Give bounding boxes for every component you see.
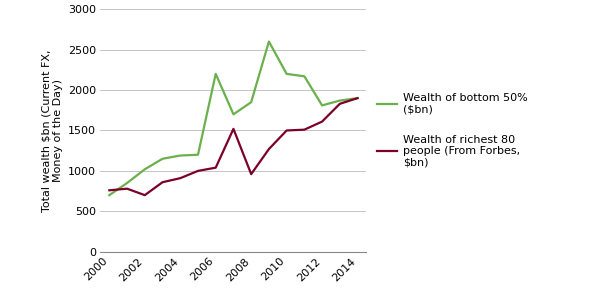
Wealth of richest 80
people (From Forbes,
$bn) [141, 193, 148, 197]
Wealth of bottom 50%
($bn) [265, 40, 272, 43]
Wealth of richest 80
people (From Forbes,
$bn) [336, 102, 343, 106]
Wealth of bottom 50%
($bn) [336, 99, 343, 103]
Wealth of richest 80
people (From Forbes,
$bn) [230, 127, 237, 131]
Wealth of richest 80
people (From Forbes,
$bn) [248, 172, 255, 176]
Wealth of bottom 50%
($bn) [212, 72, 219, 76]
Wealth of bottom 50%
($bn) [194, 153, 202, 157]
Y-axis label: Total wealth $bn (Current FX,
Money of the Day): Total wealth $bn (Current FX, Money of t… [41, 49, 63, 212]
Wealth of richest 80
people (From Forbes,
$bn) [159, 181, 166, 184]
Line: Wealth of richest 80
people (From Forbes,
$bn): Wealth of richest 80 people (From Forbes… [109, 98, 358, 195]
Wealth of richest 80
people (From Forbes,
$bn) [265, 147, 272, 151]
Wealth of bottom 50%
($bn) [106, 193, 113, 197]
Wealth of bottom 50%
($bn) [141, 167, 148, 171]
Wealth of bottom 50%
($bn) [177, 154, 184, 157]
Wealth of bottom 50%
($bn) [283, 72, 290, 76]
Wealth of richest 80
people (From Forbes,
$bn) [283, 129, 290, 132]
Line: Wealth of bottom 50%
($bn): Wealth of bottom 50% ($bn) [109, 41, 358, 195]
Wealth of richest 80
people (From Forbes,
$bn) [354, 96, 361, 100]
Wealth of richest 80
people (From Forbes,
$bn) [177, 176, 184, 180]
Wealth of bottom 50%
($bn) [301, 75, 308, 78]
Wealth of bottom 50%
($bn) [230, 112, 237, 116]
Wealth of bottom 50%
($bn) [354, 96, 361, 100]
Wealth of richest 80
people (From Forbes,
$bn) [106, 188, 113, 192]
Wealth of richest 80
people (From Forbes,
$bn) [301, 128, 308, 131]
Wealth of bottom 50%
($bn) [248, 100, 255, 104]
Legend: Wealth of bottom 50%
($bn), Wealth of richest 80
people (From Forbes,
$bn): Wealth of bottom 50% ($bn), Wealth of ri… [377, 93, 528, 168]
Wealth of richest 80
people (From Forbes,
$bn) [124, 187, 131, 191]
Wealth of bottom 50%
($bn) [159, 157, 166, 161]
Wealth of richest 80
people (From Forbes,
$bn) [212, 166, 219, 169]
Wealth of richest 80
people (From Forbes,
$bn) [319, 120, 326, 123]
Wealth of bottom 50%
($bn) [319, 103, 326, 107]
Wealth of richest 80
people (From Forbes,
$bn) [194, 169, 202, 173]
Wealth of bottom 50%
($bn) [124, 181, 131, 185]
